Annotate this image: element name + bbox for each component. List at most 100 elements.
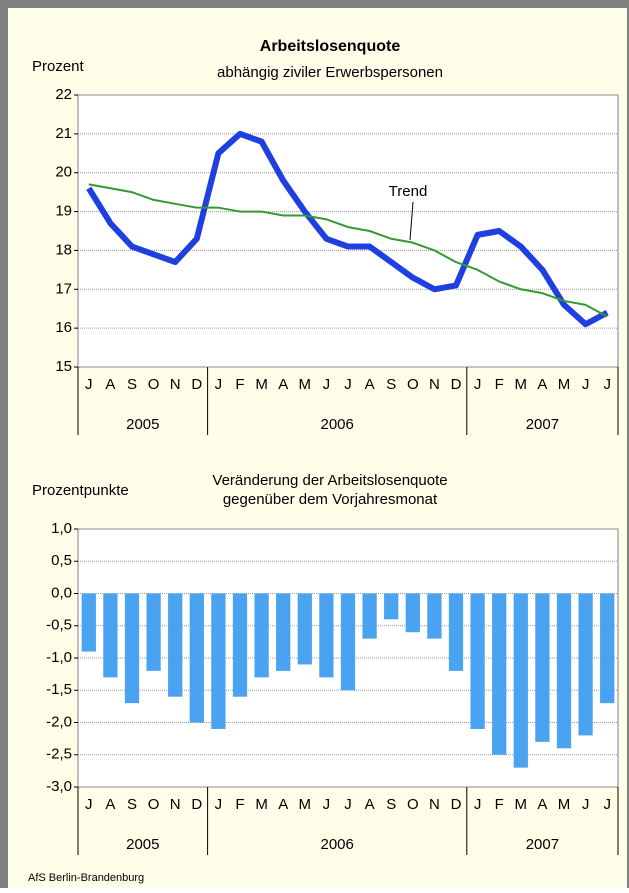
chart-title: Arbeitslosenquote xyxy=(260,38,401,55)
x-tick-label: O xyxy=(407,796,419,813)
chart-title: Veränderung der Arbeitslosenquote xyxy=(212,472,447,489)
x-tick-label: J xyxy=(582,376,590,393)
x-tick-label: M xyxy=(558,796,571,813)
y-tick-label: -1,0 xyxy=(46,649,72,666)
x-tick-label: S xyxy=(127,796,137,813)
x-tick-label: F xyxy=(235,376,244,393)
source: AfS Berlin-Brandenburg xyxy=(28,872,144,884)
bar xyxy=(384,593,399,620)
x-tick-label: F xyxy=(235,796,244,813)
x-tick-label: O xyxy=(148,796,160,813)
x-group-label: 2006 xyxy=(321,836,354,853)
bar xyxy=(448,593,464,671)
chart-subtitle: abhängig ziviler Erwerbspersonen xyxy=(217,64,443,81)
bar xyxy=(427,593,442,639)
x-tick-label: J xyxy=(344,796,352,813)
x-tick-label: J xyxy=(215,796,223,813)
x-tick-label: M xyxy=(255,796,268,813)
x-tick-label: A xyxy=(365,376,375,393)
plot-area xyxy=(77,94,619,368)
line-series xyxy=(86,130,609,328)
x-tick-label: A xyxy=(105,376,115,393)
x-group-label: 2005 xyxy=(126,836,159,853)
bar xyxy=(362,593,377,639)
x-tick-label: O xyxy=(148,376,160,393)
y-tick-label: -2,5 xyxy=(46,746,72,763)
x-tick-label: F xyxy=(495,376,504,393)
bar xyxy=(211,593,226,729)
x-tick-label: M xyxy=(515,376,528,393)
bar xyxy=(535,593,550,742)
y-tick-label: 22 xyxy=(55,86,72,103)
x-tick-label: A xyxy=(537,376,547,393)
y-tick-label: 0,5 xyxy=(51,552,72,569)
y-tick-label: 0,0 xyxy=(51,584,72,601)
y-tick-label: 1,0 xyxy=(51,520,72,537)
bar xyxy=(513,593,528,768)
x-tick-label: J xyxy=(582,796,590,813)
bar xyxy=(81,593,96,652)
bar xyxy=(405,593,420,633)
x-tick-label: J xyxy=(474,796,482,813)
x-tick-label: J xyxy=(85,376,93,393)
y-tick-label: 21 xyxy=(55,125,72,142)
y-tick-label: -3,0 xyxy=(46,778,72,795)
bar xyxy=(103,593,118,678)
x-tick-label: M xyxy=(299,376,312,393)
x-tick-label: S xyxy=(386,376,396,393)
x-tick-label: N xyxy=(170,376,181,393)
y-tick-label: 19 xyxy=(55,203,72,220)
x-tick-label: J xyxy=(323,796,331,813)
bar xyxy=(297,593,312,665)
x-group-label: 2007 xyxy=(526,836,559,853)
y-tick-label: -2,0 xyxy=(46,713,72,730)
x-tick-label: J xyxy=(344,376,352,393)
bar xyxy=(340,593,356,691)
bar xyxy=(600,593,615,704)
bar xyxy=(232,593,248,697)
x-group-label: 2007 xyxy=(526,416,559,433)
bar xyxy=(470,593,485,729)
bar xyxy=(146,593,161,671)
y-axis-label: Prozent xyxy=(32,58,85,75)
x-tick-label: J xyxy=(323,376,331,393)
x-tick-label: N xyxy=(429,376,440,393)
y-tick-label: 17 xyxy=(55,280,72,297)
x-tick-label: N xyxy=(170,796,181,813)
x-tick-label: M xyxy=(558,376,571,393)
x-tick-label: F xyxy=(495,796,504,813)
x-tick-label: S xyxy=(386,796,396,813)
bar xyxy=(124,593,140,704)
x-tick-label: J xyxy=(474,376,482,393)
x-tick-label: J xyxy=(85,796,93,813)
bar xyxy=(578,593,593,736)
y-tick-label: 18 xyxy=(55,241,72,258)
y-tick-label: -1,5 xyxy=(46,681,72,698)
x-tick-label: O xyxy=(407,376,419,393)
x-tick-label: D xyxy=(451,796,462,813)
y-tick-label: 15 xyxy=(55,358,72,375)
y-tick-label: 16 xyxy=(55,319,72,336)
x-tick-label: N xyxy=(429,796,440,813)
x-tick-label: D xyxy=(191,796,202,813)
x-tick-label: A xyxy=(278,796,288,813)
x-tick-label: M xyxy=(255,376,268,393)
x-tick-label: M xyxy=(515,796,528,813)
y-tick-label: 20 xyxy=(55,164,72,181)
x-tick-label: A xyxy=(105,796,115,813)
bar xyxy=(276,593,291,671)
x-tick-label: J xyxy=(215,376,223,393)
bar xyxy=(189,593,204,723)
x-tick-label: S xyxy=(127,376,137,393)
bar xyxy=(492,593,507,755)
x-tick-label: D xyxy=(451,376,462,393)
bar xyxy=(168,593,183,697)
bar xyxy=(319,593,334,678)
x-tick-label: A xyxy=(537,796,547,813)
y-axis-label: Prozentpunkte xyxy=(32,482,129,499)
x-group-label: 2005 xyxy=(126,416,159,433)
x-tick-label: D xyxy=(191,376,202,393)
y-tick-label: -0,5 xyxy=(46,617,72,634)
